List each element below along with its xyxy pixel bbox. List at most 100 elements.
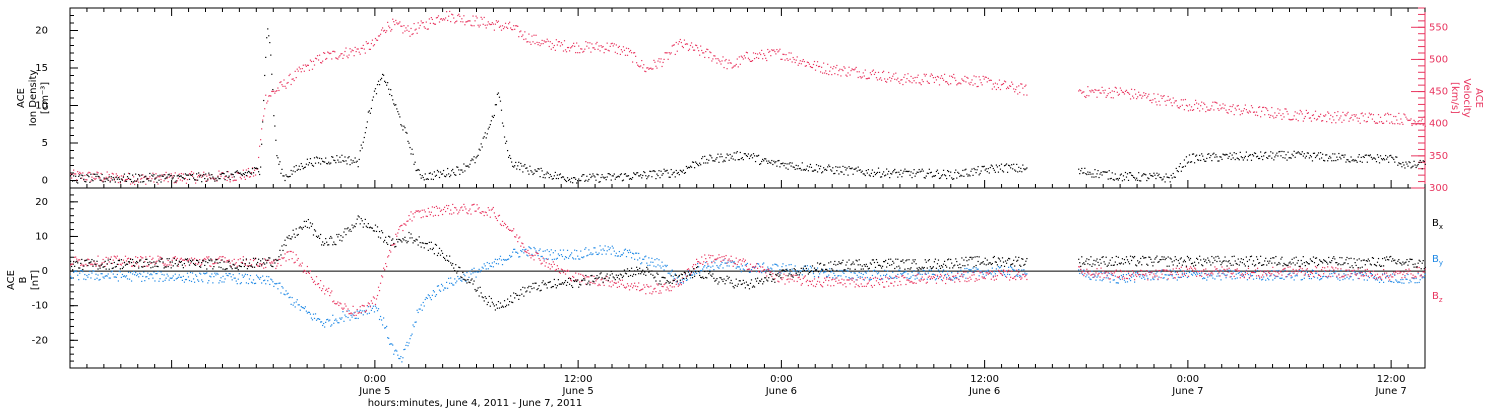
point-velocity — [147, 178, 149, 180]
point-density — [685, 165, 688, 168]
point-density — [877, 167, 880, 169]
point-density — [193, 179, 196, 181]
point-velocity — [180, 172, 182, 175]
point-velocity — [707, 48, 709, 51]
point-density — [1376, 154, 1379, 156]
point-density — [461, 169, 463, 171]
point-density — [205, 173, 207, 175]
point-bz — [566, 269, 569, 271]
point-bz — [472, 204, 474, 206]
point-by — [1079, 272, 1081, 275]
point-bz — [178, 261, 180, 263]
point-bz — [138, 265, 140, 267]
point-bz — [214, 262, 216, 264]
point-density — [215, 177, 217, 179]
point-velocity — [268, 95, 270, 97]
point-bz — [738, 259, 740, 261]
point-velocity — [374, 37, 377, 40]
point-velocity — [1385, 113, 1387, 115]
point-density — [1121, 180, 1124, 182]
point-velocity — [847, 72, 849, 74]
point-density — [470, 159, 472, 162]
point-density — [227, 176, 229, 179]
point-bz — [94, 262, 96, 264]
point-bz — [842, 284, 844, 286]
point-density — [369, 112, 371, 114]
point-by — [461, 280, 463, 282]
point-density — [462, 171, 464, 173]
point-bz — [357, 312, 359, 314]
point-by — [861, 276, 863, 278]
point-by — [150, 273, 152, 275]
point-by — [690, 274, 693, 276]
point-velocity — [1308, 117, 1311, 119]
point-by — [1141, 277, 1143, 279]
point-velocity — [814, 69, 817, 71]
point-bz — [596, 278, 598, 280]
point-velocity — [1263, 106, 1265, 108]
point-density — [141, 174, 143, 176]
point-velocity — [756, 53, 759, 55]
point-velocity — [1116, 91, 1118, 93]
point-velocity — [714, 55, 716, 57]
point-density — [121, 179, 124, 181]
point-bz — [661, 285, 663, 288]
point-density — [1237, 158, 1239, 160]
point-density — [626, 175, 629, 177]
point-velocity — [1006, 86, 1009, 88]
point-density — [532, 173, 534, 176]
point-by — [284, 294, 286, 296]
point-velocity — [1278, 112, 1280, 114]
point-velocity — [494, 23, 496, 25]
point-bz — [676, 281, 678, 283]
point-by — [823, 272, 825, 274]
point-velocity — [754, 52, 757, 55]
point-by — [1095, 279, 1097, 281]
point-density — [395, 104, 397, 106]
point-density — [887, 173, 889, 175]
point-velocity — [1345, 115, 1347, 117]
point-bz — [159, 256, 161, 258]
point-density — [185, 174, 188, 176]
point-velocity — [683, 39, 686, 41]
point-density — [751, 157, 754, 159]
point-velocity — [1099, 92, 1101, 94]
point-velocity — [669, 53, 671, 55]
point-by — [1175, 273, 1177, 276]
point-by — [149, 274, 151, 276]
point-density — [456, 166, 458, 168]
point-velocity — [1001, 83, 1004, 86]
point-bz — [336, 303, 338, 305]
point-velocity — [1102, 90, 1104, 92]
point-density — [1131, 175, 1134, 177]
point-velocity — [1019, 91, 1021, 94]
point-by — [789, 272, 791, 274]
point-velocity — [706, 48, 708, 50]
point-by — [982, 273, 984, 275]
point-by — [1291, 276, 1293, 278]
point-by — [1012, 268, 1014, 270]
point-by — [267, 280, 269, 282]
point-density — [1096, 173, 1098, 175]
point-by — [335, 318, 337, 320]
point-bz — [401, 224, 403, 226]
point-by — [555, 258, 557, 260]
point-bz — [630, 283, 633, 285]
point-by — [521, 250, 523, 253]
point-bz — [361, 304, 363, 307]
point-by — [755, 271, 758, 273]
point-by — [1369, 272, 1371, 274]
point-velocity — [812, 63, 815, 66]
point-bz — [761, 270, 763, 272]
point-density — [606, 176, 608, 178]
point-bz — [622, 284, 625, 286]
point-velocity — [164, 174, 166, 176]
point-by — [1385, 277, 1387, 279]
point-velocity — [1412, 123, 1414, 125]
point-density — [672, 172, 674, 174]
point-by — [1292, 272, 1294, 274]
point-bz — [287, 251, 289, 253]
point-velocity — [1218, 109, 1220, 111]
point-velocity — [122, 175, 125, 177]
point-density — [1248, 154, 1251, 156]
